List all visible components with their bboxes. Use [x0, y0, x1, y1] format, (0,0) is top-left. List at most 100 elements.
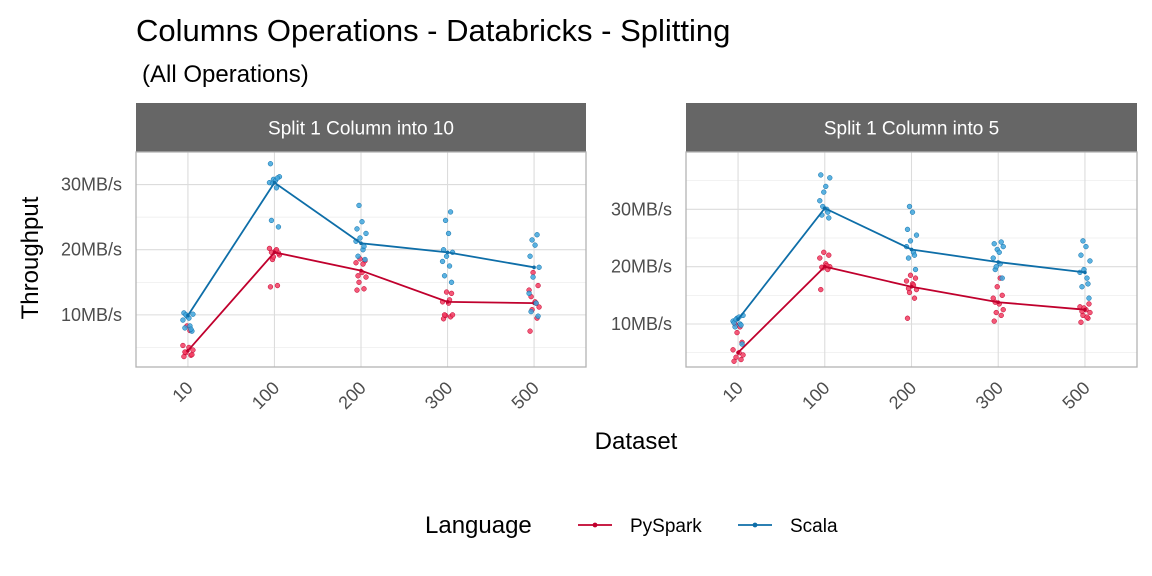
mean-point [736, 350, 740, 355]
data-point [911, 252, 918, 258]
data-point [1087, 258, 1093, 264]
data-point [730, 347, 736, 353]
mean-point [272, 250, 277, 255]
data-point [356, 279, 362, 285]
x-tick-label: 100 [798, 378, 833, 413]
panel-border [685, 151, 1138, 368]
mean-point [909, 247, 914, 252]
data-point [1086, 295, 1092, 301]
x-tick-label: 10 [719, 378, 747, 406]
data-point [911, 295, 918, 301]
x-tick-label: 500 [1058, 378, 1093, 413]
y-tick-label: 10MB/s [611, 314, 672, 334]
mean-point [996, 260, 1001, 264]
data-point [180, 317, 186, 323]
data-point [1084, 275, 1090, 281]
data-point [354, 226, 360, 232]
y-tick-label: 30MB/s [61, 175, 122, 195]
x-tick-label: 100 [248, 378, 283, 413]
data-point [1078, 319, 1084, 325]
mean-point [909, 284, 914, 289]
x-tick-label: 500 [508, 378, 543, 413]
legend: Language PySpark Scala [425, 512, 838, 539]
data-point [527, 328, 533, 334]
data-point [182, 325, 188, 331]
data-point [827, 175, 833, 181]
data-point [267, 284, 274, 290]
legend-title: Language [425, 512, 532, 539]
data-point [740, 352, 746, 358]
mean-point [359, 241, 363, 246]
legend-label-scala: Scala [790, 516, 838, 537]
data-point [530, 274, 536, 280]
panel-strip [136, 103, 586, 152]
data-point [441, 273, 448, 279]
data-point [990, 255, 996, 261]
data-point [904, 315, 911, 321]
data-point [357, 235, 363, 241]
data-point [528, 308, 534, 315]
panel-strip-label: Split 1 Column into 10 [268, 119, 454, 140]
data-point [360, 261, 366, 267]
data-point [354, 287, 360, 293]
data-point [912, 266, 919, 273]
data-point [826, 252, 832, 258]
data-point [536, 304, 542, 310]
data-point [359, 219, 365, 225]
data-point [536, 264, 542, 270]
data-point [1078, 252, 1084, 258]
x-tick-label: 300 [421, 378, 456, 413]
data-point [993, 309, 999, 316]
data-point [996, 249, 1002, 255]
data-point [530, 269, 536, 276]
y-tick-label: 20MB/s [611, 257, 672, 277]
data-point [268, 217, 275, 224]
data-point [912, 275, 919, 281]
data-point [527, 253, 533, 259]
data-point [441, 312, 448, 318]
data-point [999, 292, 1005, 298]
mean-point [996, 300, 1001, 305]
data-point [180, 342, 186, 349]
data-point [274, 282, 281, 289]
data-point [818, 286, 824, 293]
data-point [188, 326, 194, 332]
data-point [353, 260, 359, 266]
y-axis-title: Throughput [17, 196, 44, 319]
mean-point [1083, 307, 1087, 312]
data-point [817, 255, 823, 261]
data-point [734, 329, 740, 336]
data-point [907, 272, 914, 278]
data-point [998, 239, 1004, 245]
legend-key-point [752, 522, 758, 528]
data-point [529, 237, 535, 243]
mean-point [822, 264, 827, 269]
data-point [994, 284, 1000, 290]
panels: Split 1 Column into 10 10MB/s 20MB/s 30MB/s… [61, 103, 1138, 413]
data-point [190, 311, 196, 317]
data-point [449, 312, 456, 318]
panel-strip [686, 103, 1137, 152]
data-point [1079, 284, 1085, 290]
data-point [1084, 314, 1090, 320]
data-point [362, 256, 368, 263]
data-point [999, 275, 1005, 281]
data-point [267, 161, 274, 167]
data-point [821, 249, 827, 255]
data-point [534, 232, 540, 238]
data-point [445, 230, 452, 237]
mean-point [1083, 270, 1087, 275]
mean-point [186, 348, 190, 353]
data-point [1000, 307, 1006, 313]
y-tick-label: 30MB/s [611, 199, 672, 219]
data-point [189, 351, 195, 358]
data-point [1083, 243, 1089, 250]
data-point [1087, 309, 1093, 316]
data-point [823, 183, 829, 190]
panel-1: Split 1 Column into 10 10MB/s 20MB/s 30MB/s… [61, 103, 587, 413]
data-point [361, 286, 367, 292]
x-axis-title: Dataset [595, 428, 678, 455]
data-point [446, 263, 453, 269]
mean-point [272, 180, 277, 185]
series-pyspark [730, 249, 1093, 364]
